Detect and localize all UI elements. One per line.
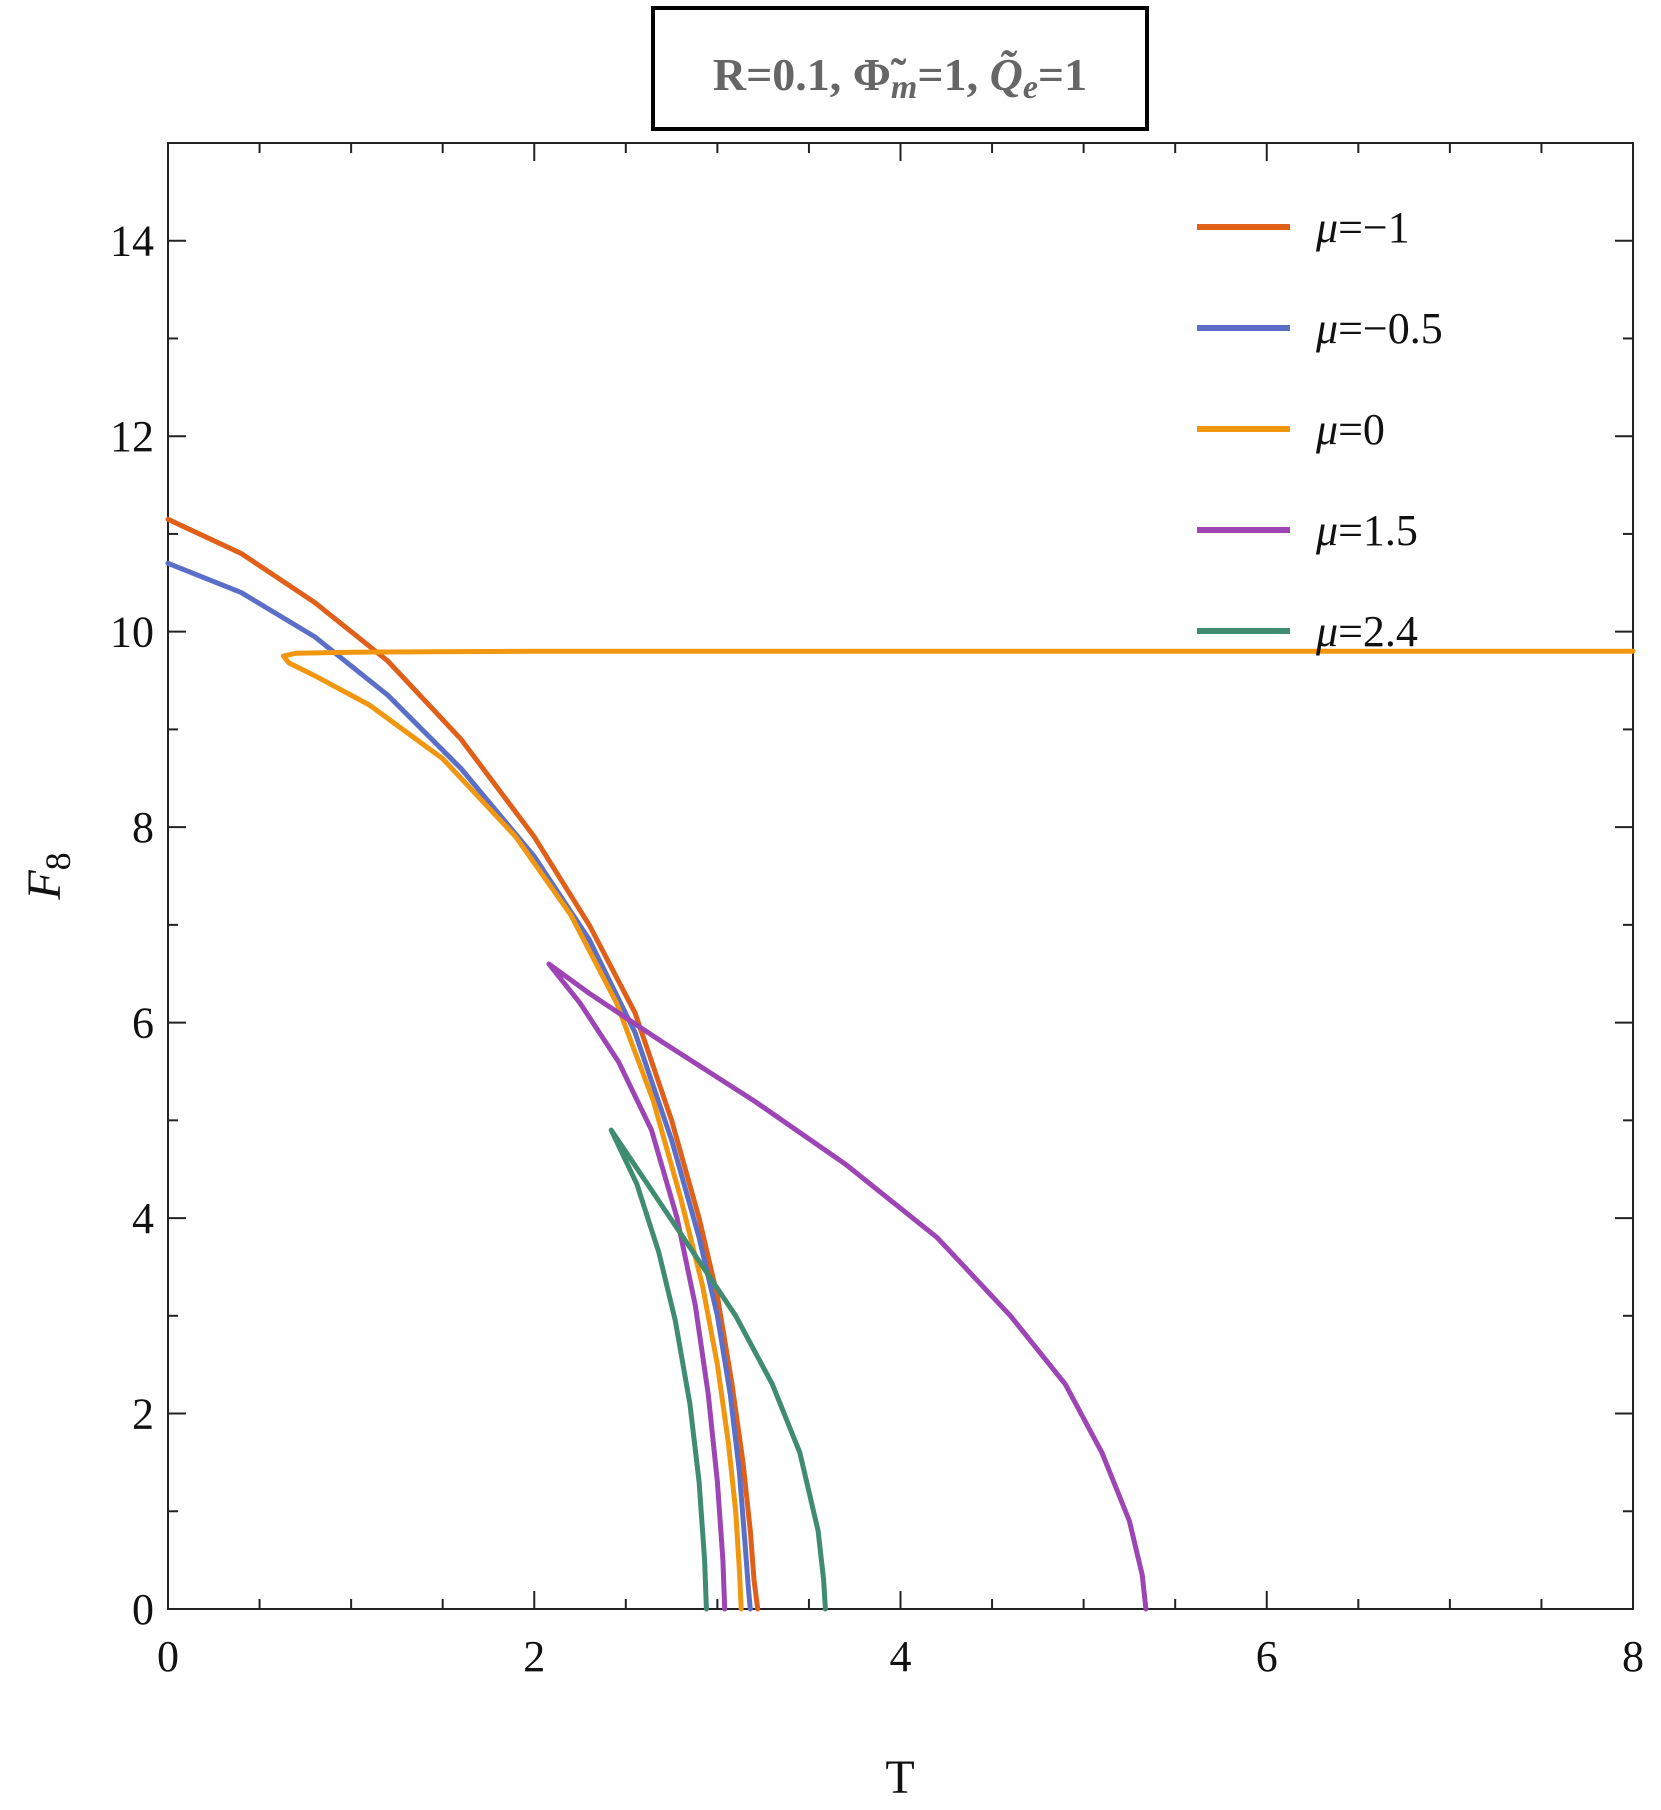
y-tick-label: 4 <box>132 1194 154 1243</box>
x-tick-label: 6 <box>1256 1632 1278 1681</box>
series-lines <box>165 516 1636 1612</box>
series-line-2 <box>165 560 753 1612</box>
legend-label-5: μ=2.4 <box>1315 607 1418 656</box>
series-line-5 <box>608 1127 828 1612</box>
y-axis-title: F8 <box>18 852 78 900</box>
plot-frame <box>167 142 1634 1610</box>
legend-label-3: μ=0 <box>1315 405 1385 454</box>
chart-title: R=0.1, Φ̃m=1, Q̃e=1 <box>713 49 1087 106</box>
x-tick-label: 4 <box>890 1632 912 1681</box>
y-tick-label: 6 <box>132 999 154 1048</box>
title-box: R=0.1, Φ̃m=1, Q̃e=1 <box>651 6 1149 131</box>
ticks <box>167 142 1634 1610</box>
series-line-4 <box>546 961 1149 1612</box>
legend: μ=−1 μ=−0.5 μ=0 μ=1.5 μ=2.4 <box>1197 203 1443 656</box>
legend-label-2: μ=−0.5 <box>1315 304 1443 353</box>
x-tick-label: 0 <box>157 1632 179 1681</box>
y-tick-label: 12 <box>110 412 154 461</box>
y-tick-label: 0 <box>132 1585 154 1634</box>
legend-label-4: μ=1.5 <box>1315 506 1418 555</box>
y-tick-label: 2 <box>132 1390 154 1439</box>
y-axis-title-group: F8 <box>18 852 78 900</box>
x-tick-label: 2 <box>523 1632 545 1681</box>
y-tick-label: 10 <box>110 608 154 657</box>
tick-labels: 0 2 4 6 8 0 2 4 6 8 10 12 14 <box>110 217 1644 1681</box>
legend-label-1: μ=−1 <box>1315 203 1410 252</box>
y-tick-label: 14 <box>110 217 154 266</box>
series-line-1 <box>165 516 761 1612</box>
x-tick-label: 8 <box>1622 1632 1644 1681</box>
title-frame <box>651 6 1149 131</box>
x-axis-title: T <box>885 1751 914 1804</box>
series-line-3 <box>280 648 1636 1612</box>
y-tick-label: 8 <box>132 803 154 852</box>
